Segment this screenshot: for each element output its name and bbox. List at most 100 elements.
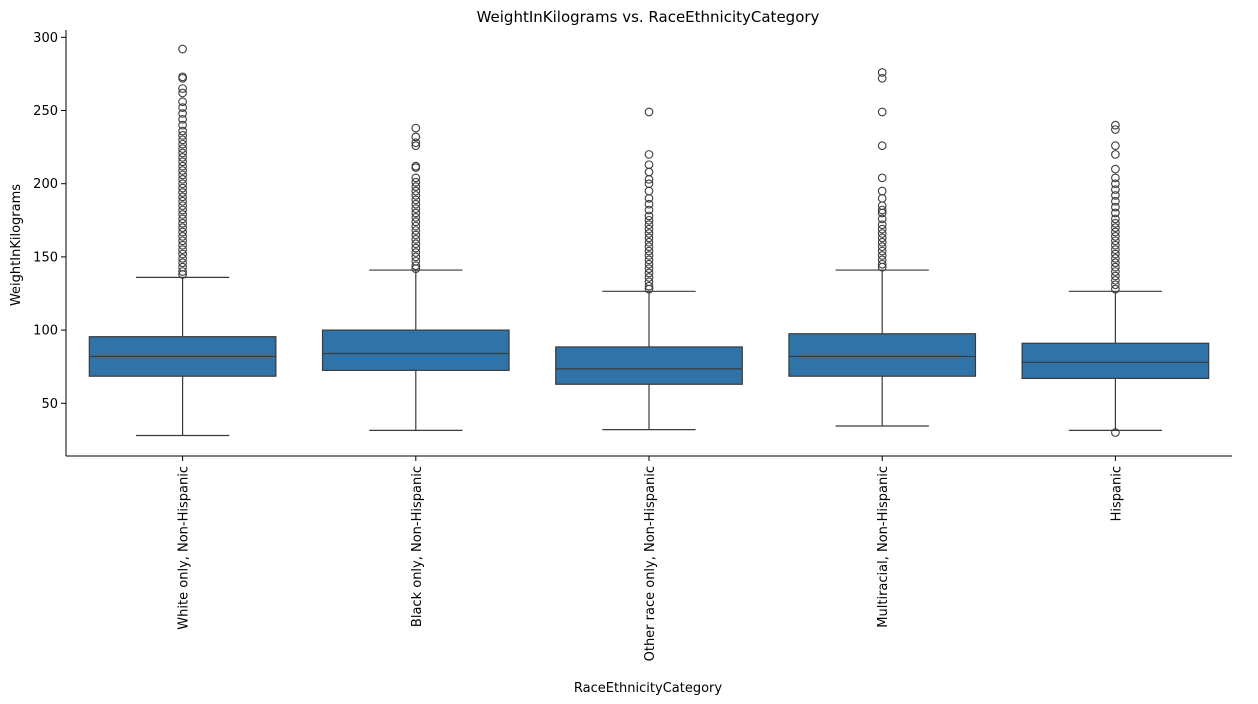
outlier-point bbox=[178, 166, 187, 175]
outlier-point bbox=[178, 139, 187, 149]
outlier-point bbox=[178, 245, 187, 254]
outlier-point bbox=[877, 214, 887, 224]
y-tick-label: 300 bbox=[33, 31, 58, 46]
outlier-point bbox=[644, 281, 654, 291]
outlier-point bbox=[877, 242, 887, 252]
outlier-point bbox=[178, 126, 187, 136]
outlier-point bbox=[644, 259, 654, 269]
box-group bbox=[321, 123, 510, 431]
outlier-point bbox=[1111, 245, 1120, 254]
x-tick-label: Multiracial, Non-Hispanic bbox=[876, 466, 891, 628]
outlier-point bbox=[1111, 208, 1120, 218]
outlier-point bbox=[178, 270, 187, 279]
outlier-point bbox=[1111, 179, 1120, 189]
outlier-point bbox=[178, 196, 187, 206]
outlier-point bbox=[178, 153, 187, 162]
outlier-point bbox=[644, 264, 654, 273]
outlier-point bbox=[178, 157, 187, 167]
outlier-point bbox=[877, 186, 887, 196]
outlier-point bbox=[178, 114, 187, 124]
outlier-point bbox=[644, 224, 654, 234]
outlier-point bbox=[1111, 125, 1120, 134]
outlier-point bbox=[877, 194, 887, 203]
y-tick-label: 100 bbox=[33, 324, 58, 339]
outlier-point bbox=[178, 183, 187, 193]
outlier-point bbox=[178, 227, 187, 237]
outlier-point bbox=[178, 170, 187, 180]
outlier-point bbox=[644, 229, 654, 238]
outlier-point bbox=[411, 261, 421, 271]
outlier-point bbox=[877, 68, 887, 77]
outlier-point bbox=[1111, 267, 1120, 276]
y-tick-label: 250 bbox=[33, 104, 58, 119]
outlier-point bbox=[411, 217, 421, 227]
outlier-point bbox=[411, 199, 421, 209]
outlier-point bbox=[644, 237, 654, 247]
outlier-point bbox=[644, 186, 654, 196]
outlier-point bbox=[1111, 218, 1120, 228]
box-iqr bbox=[321, 329, 510, 371]
outlier-point bbox=[411, 191, 421, 200]
outlier-point bbox=[411, 234, 421, 244]
x-tick-label: Black only, Non-Hispanic bbox=[410, 466, 425, 627]
outlier-point bbox=[178, 205, 187, 215]
outlier-point bbox=[178, 223, 187, 232]
outlier-point bbox=[1111, 258, 1120, 268]
outlier-point bbox=[411, 221, 421, 231]
outlier-point bbox=[644, 199, 654, 209]
x-axis-label: RaceEthnicityCategory bbox=[574, 681, 722, 696]
box-iqr bbox=[555, 346, 743, 385]
outlier-point bbox=[1111, 141, 1120, 150]
outlier-point bbox=[178, 218, 187, 228]
outlier-point bbox=[411, 177, 421, 187]
plot-area bbox=[88, 44, 1210, 437]
x-tick-label: Other race only, Non-Hispanic bbox=[643, 466, 658, 661]
outlier-point bbox=[877, 107, 887, 117]
outlier-point bbox=[178, 174, 187, 184]
outlier-point bbox=[178, 135, 187, 145]
outlier-point bbox=[1111, 275, 1120, 285]
outlier-point bbox=[877, 237, 887, 247]
outlier-point bbox=[877, 259, 887, 269]
outlier-point bbox=[411, 264, 421, 273]
y-tick-label: 50 bbox=[41, 397, 58, 412]
outlier-point bbox=[411, 213, 421, 222]
outlier-point bbox=[411, 186, 421, 196]
box-iqr bbox=[1021, 342, 1210, 380]
outlier-point bbox=[178, 144, 187, 153]
outlier-point bbox=[644, 246, 654, 256]
outlier-point bbox=[1111, 284, 1120, 294]
outlier-point bbox=[1111, 428, 1120, 437]
outlier-point bbox=[178, 120, 187, 130]
y-axis-label: WeightInKilograms bbox=[9, 184, 24, 306]
outlier-point bbox=[644, 107, 654, 117]
outlier-point bbox=[178, 254, 187, 263]
outlier-point bbox=[178, 131, 187, 140]
outlier-point bbox=[1111, 240, 1120, 250]
outlier-point bbox=[644, 251, 654, 260]
outlier-point bbox=[1111, 280, 1120, 290]
x-tick-label: Hispanic bbox=[1109, 466, 1124, 521]
outlier-point bbox=[411, 243, 421, 253]
outlier-point bbox=[411, 226, 421, 235]
outlier-point bbox=[644, 233, 654, 243]
outlier-point bbox=[178, 179, 187, 189]
outlier-point bbox=[877, 262, 887, 272]
outlier-point bbox=[644, 211, 654, 221]
outlier-point bbox=[411, 248, 421, 257]
outlier-point bbox=[644, 242, 654, 252]
box-iqr bbox=[788, 333, 977, 377]
y-tick-label: 200 bbox=[33, 177, 58, 192]
y-axis-ticks: 50 100 150 200 250 300 bbox=[33, 31, 66, 412]
outlier-point bbox=[1111, 164, 1120, 174]
outlier-point bbox=[1111, 232, 1120, 241]
outlier-point bbox=[178, 267, 187, 276]
outlier-point bbox=[178, 240, 187, 250]
outlier-point bbox=[411, 252, 421, 262]
outlier-point bbox=[644, 174, 654, 184]
outlier-point bbox=[178, 214, 187, 224]
box-group bbox=[1021, 120, 1210, 437]
outlier-point bbox=[877, 251, 887, 260]
outlier-point bbox=[1111, 236, 1120, 246]
outlier-point bbox=[178, 232, 187, 241]
